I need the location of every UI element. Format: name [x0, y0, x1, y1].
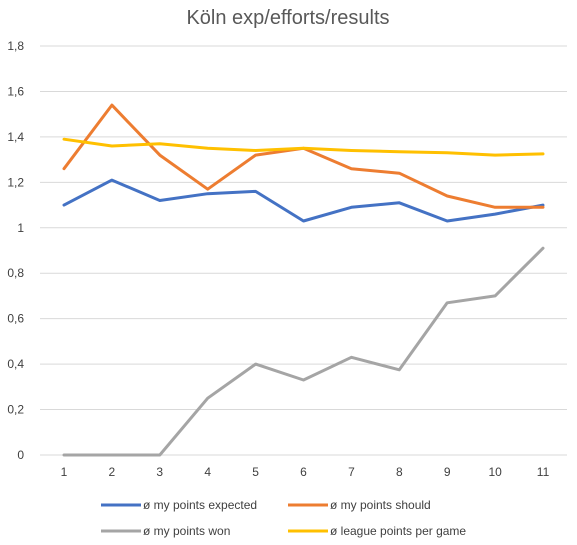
chart-title: Köln exp/efforts/results: [186, 7, 389, 29]
x-tick-label: 10: [488, 465, 502, 479]
y-tick-label: 0: [17, 448, 24, 462]
y-tick-label: 1,2: [7, 175, 24, 189]
y-tick-label: 1,8: [7, 39, 24, 53]
legend-label: ø my points should: [330, 498, 431, 512]
x-axis: 1 2 3 4 5 6 7 8 9 10 11: [61, 465, 550, 479]
series-line-3: [62, 246, 545, 457]
legend-item: ø league points per game: [288, 524, 466, 538]
x-tick-label: 3: [156, 465, 163, 479]
y-tick-label: 1,4: [7, 130, 24, 144]
legend: ø my points expected ø my points should ø …: [101, 498, 466, 538]
x-tick-label: 6: [300, 465, 307, 479]
grid: [40, 45, 567, 456]
legend-item: ø my points should: [288, 498, 431, 512]
series-line-1: [62, 178, 545, 223]
legend-label: ø my points expected: [143, 498, 257, 512]
legend-item: ø my points expected: [101, 498, 257, 512]
x-tick-label: 11: [537, 465, 550, 479]
y-tick-label: 0,4: [7, 357, 24, 371]
y-axis: 0 0,2 0,4 0,6 0,8 1 1,2 1,4 1,6 1,8: [7, 39, 24, 462]
y-tick-label: 0,6: [7, 312, 24, 326]
y-tick-label: 1: [17, 221, 24, 235]
x-tick-label: 5: [252, 465, 259, 479]
y-tick-label: 1,6: [7, 84, 24, 98]
series-line-4: [62, 137, 545, 157]
x-tick-label: 7: [348, 465, 355, 479]
y-tick-label: 0,2: [7, 403, 24, 417]
legend-label: ø league points per game: [330, 524, 466, 538]
legend-item: ø my points won: [101, 524, 230, 538]
x-tick-label: 9: [444, 465, 451, 479]
x-tick-label: 2: [109, 465, 116, 479]
x-tick-label: 8: [396, 465, 403, 479]
x-tick-label: 1: [61, 465, 68, 479]
series-line-2: [62, 103, 545, 209]
y-tick-label: 0,8: [7, 266, 24, 280]
plot-area: [62, 103, 545, 457]
x-tick-label: 4: [204, 465, 211, 479]
legend-label: ø my points won: [143, 524, 230, 538]
